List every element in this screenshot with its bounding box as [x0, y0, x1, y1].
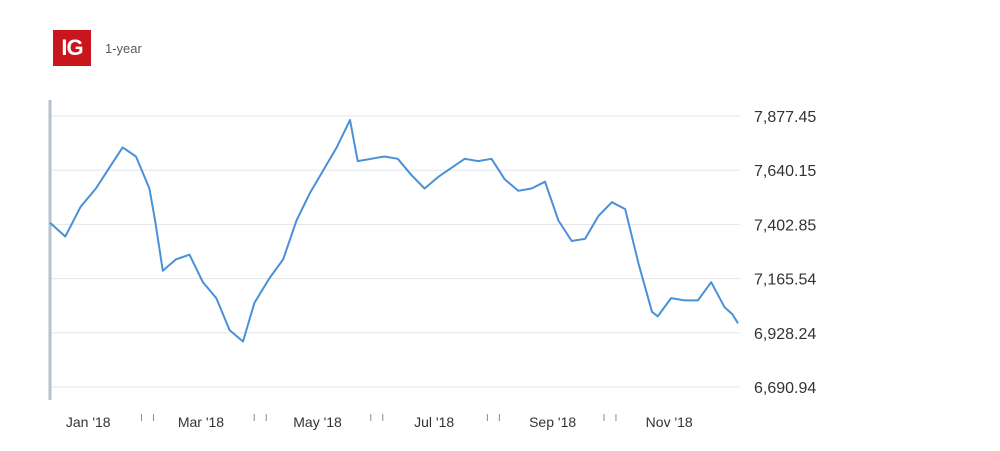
y-tick-label: 6,690.94	[754, 380, 816, 397]
y-tick-label: 7,165.54	[754, 272, 816, 289]
x-tick-label: May '18	[293, 414, 342, 430]
time-range-label: 1-year	[105, 40, 142, 56]
x-tick-label: Sep '18	[529, 414, 576, 430]
x-tick-label: Jan '18	[66, 414, 111, 430]
y-tick-label: 7,877.45	[754, 109, 816, 126]
grid-lines	[50, 115, 740, 388]
ig-logo: IG	[53, 30, 91, 66]
x-tick-label: Mar '18	[178, 414, 224, 430]
chart-header: IG 1-year	[53, 30, 142, 66]
price-series-line	[49, 119, 739, 343]
y-tick-label: 7,402.85	[754, 217, 816, 234]
x-axis-ticks: Jan '18 Mar '18 May '18 Jul '18 Sep '18 Nov '…	[66, 414, 693, 430]
y-tick-label: 6,928.24	[754, 326, 816, 343]
y-axis-ticks: 7,877.45 7,640.15 7,402.85 7,165.54 6,928.24…	[754, 109, 816, 397]
y-tick-label: 7,640.15	[754, 163, 816, 180]
x-tick-label: Nov '18	[646, 414, 693, 430]
x-tick-label: Jul '18	[414, 414, 454, 430]
